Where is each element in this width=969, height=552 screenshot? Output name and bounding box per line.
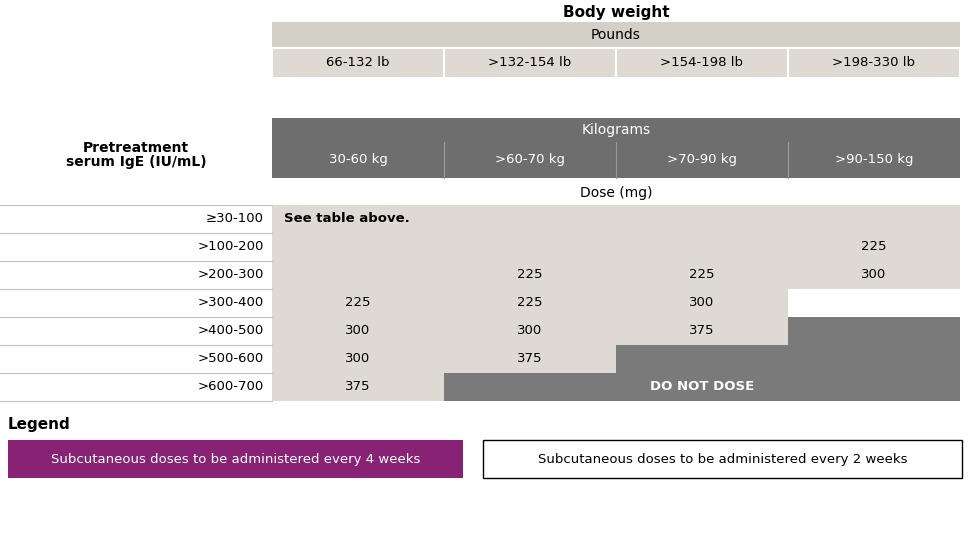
Bar	[8, 440, 462, 478]
Bar	[271, 142, 959, 178]
Text: 225: 225	[689, 268, 714, 282]
Bar	[271, 289, 787, 317]
Text: Kilograms: Kilograms	[580, 123, 650, 137]
Text: See table above.: See table above.	[284, 213, 409, 226]
Text: 375: 375	[345, 380, 370, 394]
Bar	[444, 48, 615, 78]
Text: 225: 225	[860, 241, 886, 253]
Bar	[271, 373, 444, 401]
Bar	[271, 205, 959, 233]
Text: >400-500: >400-500	[198, 325, 264, 337]
Text: >154-198 lb: >154-198 lb	[660, 56, 742, 70]
Bar	[787, 233, 959, 261]
Bar	[615, 345, 959, 373]
Bar	[444, 373, 959, 401]
Text: 300: 300	[516, 325, 542, 337]
Text: 300: 300	[345, 353, 370, 365]
Text: Pretreatment: Pretreatment	[83, 141, 189, 155]
Text: 375: 375	[516, 353, 543, 365]
Text: Subcutaneous doses to be administered every 4 weeks: Subcutaneous doses to be administered ev…	[50, 453, 420, 465]
Text: serum IgE (IU/mL): serum IgE (IU/mL)	[66, 155, 206, 169]
Text: 375: 375	[689, 325, 714, 337]
Bar	[787, 48, 959, 78]
Text: >90-150 kg: >90-150 kg	[834, 153, 912, 167]
Bar	[271, 261, 444, 289]
Text: Dose (mg): Dose (mg)	[579, 186, 651, 200]
Bar	[271, 48, 444, 78]
Bar	[271, 22, 959, 48]
Bar	[271, 233, 787, 261]
Text: >132-154 lb: >132-154 lb	[487, 56, 571, 70]
Bar	[483, 440, 961, 478]
Text: Body weight: Body weight	[562, 4, 669, 19]
Text: DO NOT DOSE: DO NOT DOSE	[649, 380, 753, 394]
Text: Pounds: Pounds	[590, 28, 641, 42]
Text: >100-200: >100-200	[198, 241, 264, 253]
Text: 300: 300	[689, 296, 714, 310]
Text: >200-300: >200-300	[198, 268, 264, 282]
Text: Subcutaneous doses to be administered every 2 weeks: Subcutaneous doses to be administered ev…	[537, 453, 906, 465]
Text: Legend: Legend	[8, 417, 71, 433]
Bar	[787, 317, 959, 345]
Bar	[271, 118, 959, 142]
Text: 225: 225	[516, 296, 543, 310]
Bar	[271, 317, 787, 345]
Text: >70-90 kg: >70-90 kg	[667, 153, 736, 167]
Text: ≥30-100: ≥30-100	[205, 213, 264, 226]
Text: 300: 300	[860, 268, 886, 282]
Text: 66-132 lb: 66-132 lb	[326, 56, 390, 70]
Text: 225: 225	[345, 296, 370, 310]
Text: 225: 225	[516, 268, 543, 282]
Bar	[444, 261, 959, 289]
Text: >600-700: >600-700	[198, 380, 264, 394]
Text: >198-330 lb: >198-330 lb	[831, 56, 915, 70]
Bar	[615, 48, 787, 78]
Text: >300-400: >300-400	[198, 296, 264, 310]
Text: 30-60 kg: 30-60 kg	[328, 153, 387, 167]
Text: >500-600: >500-600	[198, 353, 264, 365]
Text: 300: 300	[345, 325, 370, 337]
Bar	[271, 345, 615, 373]
Text: >60-70 kg: >60-70 kg	[494, 153, 564, 167]
